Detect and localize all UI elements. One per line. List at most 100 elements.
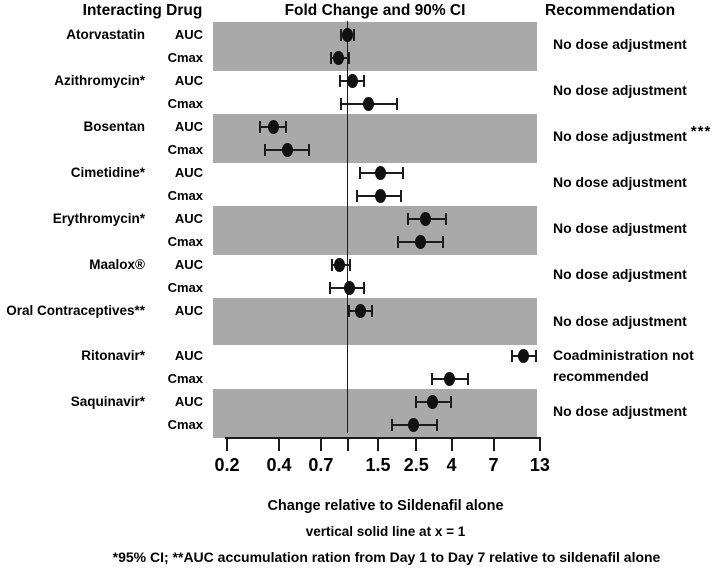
point-marker: [375, 166, 387, 180]
ci-cap-right: [362, 75, 365, 87]
x-axis-tick-label: 0.4: [266, 455, 292, 475]
x-axis-tick: [277, 437, 280, 451]
x-axis-tick-label: 1.5: [365, 455, 391, 475]
ci-cap-right: [436, 419, 439, 431]
ci-cap-left: [348, 305, 351, 317]
recommendation-text: No dose adjustment: [553, 403, 687, 420]
ci-cap-left: [328, 282, 331, 294]
x-axis-tick: [450, 437, 453, 451]
point-marker: [414, 235, 426, 249]
point-marker: [374, 189, 386, 203]
ci-cap-right: [308, 144, 311, 156]
point-marker: [362, 97, 374, 111]
ci-cap-left: [340, 29, 343, 41]
recommendation-label: No dose adjustment: [553, 207, 725, 251]
metric-label: Cmax: [167, 417, 203, 432]
recommendation-text: No dose adjustment: [553, 174, 687, 191]
x-axis-tick: [377, 437, 380, 451]
ci-cap-left: [359, 167, 362, 179]
ci-cap-right: [353, 29, 356, 41]
metric-label: AUC: [174, 348, 203, 363]
recommendation-text: No dose adjustment: [553, 36, 687, 53]
point-marker: [267, 120, 279, 134]
drug-name-label: Saquinavir*: [70, 394, 145, 409]
point-marker: [343, 281, 355, 295]
ci-cap-left: [340, 98, 343, 110]
column-header-fold-change: Fold Change and 90% CI: [284, 2, 466, 19]
reference-line-note: vertical solid line at x = 1: [305, 524, 466, 539]
point-marker: [518, 349, 530, 363]
recommendation-label: No dose adjustment: [553, 253, 725, 297]
point-marker: [342, 28, 354, 42]
ci-cap-right: [467, 373, 470, 385]
metric-label: Cmax: [167, 188, 203, 203]
drug-name-label: Cimetidine*: [70, 165, 145, 180]
point-marker: [346, 74, 358, 88]
ci-cap-right: [348, 52, 351, 64]
metric-label: Cmax: [167, 371, 203, 386]
point-marker: [444, 372, 456, 386]
recommendation-label: No dose adjustment: [553, 69, 725, 113]
recommendation-label: Coadministration not recommended: [553, 344, 725, 388]
metric-label: AUC: [174, 73, 203, 88]
ci-cap-right: [401, 167, 404, 179]
group-band: [213, 389, 537, 438]
reference-line: [346, 21, 349, 433]
recommendation-asterisks: ***: [690, 122, 712, 140]
metric-label: Cmax: [167, 96, 203, 111]
metric-label: Cmax: [167, 280, 203, 295]
x-axis-tick: [492, 437, 495, 451]
metric-label: AUC: [174, 119, 203, 134]
x-axis-tick: [226, 437, 228, 451]
point-marker: [282, 143, 294, 157]
recommendation-text: No dose adjustment: [553, 266, 687, 283]
ci-cap-right: [444, 213, 447, 225]
metric-label: AUC: [174, 394, 203, 409]
recommendation-text: No dose adjustment: [553, 312, 687, 329]
recommendation-label: No dose adjustment: [553, 390, 725, 434]
drug-name-label: Maalox®: [89, 257, 145, 272]
metric-label: AUC: [174, 257, 203, 272]
x-axis-tick-label: 4: [446, 455, 457, 475]
column-header-interacting-drug: Interacting Drug: [82, 2, 203, 19]
ci-cap-left: [415, 396, 418, 408]
x-axis-tick: [346, 437, 349, 451]
x-axis-tick: [415, 437, 418, 451]
metric-label: AUC: [174, 27, 203, 42]
ci-cap-left: [338, 75, 341, 87]
ci-cap-right: [348, 259, 351, 271]
ci-cap-right: [534, 350, 537, 362]
ci-cap-left: [511, 350, 514, 362]
x-axis-tick: [319, 437, 322, 451]
metric-label: Cmax: [167, 50, 203, 65]
ci-cap-right: [362, 282, 365, 294]
drug-name-label: Erythromycin*: [52, 211, 145, 226]
group-band: [213, 114, 537, 163]
x-axis-title: Change relative to Sildenafil alone: [267, 498, 504, 514]
point-marker: [334, 258, 346, 272]
metric-label: AUC: [174, 211, 203, 226]
footnote: *95% CI; **AUC accumulation ration from …: [112, 549, 661, 565]
x-axis-tick-label: 13: [529, 455, 550, 475]
point-marker: [426, 395, 438, 409]
drug-name-label: Oral Contraceptives**: [6, 303, 145, 318]
ci-cap-left: [407, 213, 410, 225]
recommendation-label: No dose adjustment: [553, 299, 725, 343]
point-marker: [354, 304, 366, 318]
recommendation-text: Coadministration not recommended: [553, 347, 694, 384]
point-marker: [407, 418, 419, 432]
drug-name-label: Ritonavir*: [81, 348, 145, 363]
ci-cap-right: [370, 305, 373, 317]
ci-cap-right: [285, 121, 288, 133]
x-axis-tick-label: 0.7: [308, 455, 334, 475]
x-axis-tick-label: 2.5: [403, 455, 429, 475]
drug-name-label: Atorvastatin: [66, 27, 145, 42]
recommendation-label: No dose adjustment: [553, 161, 725, 205]
drug-name-label: Azithromycin*: [54, 73, 145, 88]
ci-cap-right: [442, 236, 445, 248]
metric-label: Cmax: [167, 142, 203, 157]
recommendation-label: No dose adjustment: [553, 23, 725, 67]
x-axis-tick-label: 0.2: [214, 455, 240, 475]
